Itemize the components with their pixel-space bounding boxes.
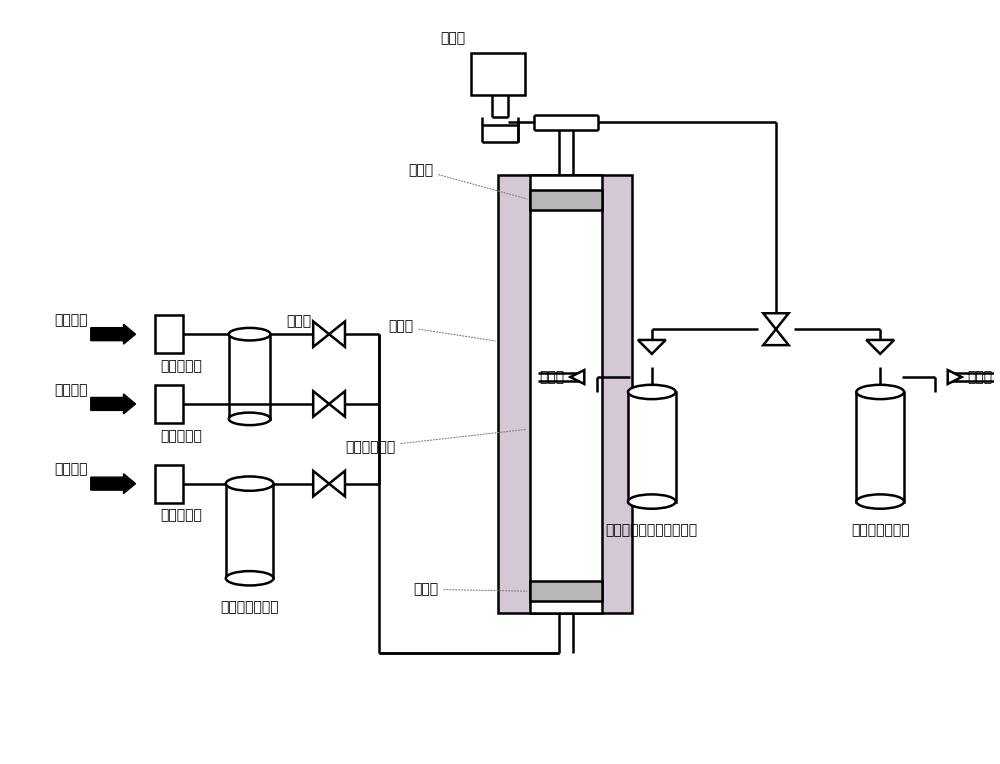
Text: 真空泵: 真空泵 <box>539 370 564 384</box>
Polygon shape <box>313 471 329 497</box>
Text: 质量流量计: 质量流量计 <box>160 429 202 443</box>
Polygon shape <box>638 340 666 354</box>
Text: 还原剂: 还原剂 <box>287 314 312 329</box>
Ellipse shape <box>229 413 270 425</box>
Text: 惰性载气: 惰性载气 <box>54 463 88 477</box>
Text: 曝气头: 曝气头 <box>413 582 527 596</box>
Polygon shape <box>329 322 345 347</box>
Bar <box>471 53 525 95</box>
Bar <box>226 484 273 578</box>
Text: 流化床反应器: 流化床反应器 <box>345 429 527 454</box>
Bar <box>155 316 183 353</box>
Bar <box>530 189 602 209</box>
Text: 加热炉: 加热炉 <box>388 319 495 341</box>
FancyArrow shape <box>91 394 136 414</box>
Ellipse shape <box>226 477 273 490</box>
Ellipse shape <box>229 328 270 341</box>
Text: 惰性载气: 惰性载气 <box>54 313 88 327</box>
Ellipse shape <box>628 494 676 509</box>
Polygon shape <box>763 313 789 329</box>
Text: 质量流量计: 质量流量计 <box>160 359 202 373</box>
Text: 金属有机化合物: 金属有机化合物 <box>220 601 279 614</box>
Bar <box>155 385 183 422</box>
Ellipse shape <box>856 494 904 509</box>
Bar <box>155 465 183 503</box>
Bar <box>530 175 602 613</box>
Text: 过滤网: 过滤网 <box>408 163 527 199</box>
Bar <box>856 392 904 501</box>
Text: 真空泵: 真空泵 <box>968 370 993 384</box>
Polygon shape <box>313 391 329 416</box>
Polygon shape <box>313 322 329 347</box>
Text: 回收还原剂冷阱: 回收还原剂冷阱 <box>851 523 910 538</box>
FancyArrow shape <box>91 474 136 494</box>
Text: 惰性载气: 惰性载气 <box>54 383 88 397</box>
Ellipse shape <box>226 571 273 585</box>
Text: 压力表: 压力表 <box>441 31 466 45</box>
FancyArrow shape <box>91 324 136 344</box>
Bar <box>530 581 602 601</box>
Polygon shape <box>866 340 894 354</box>
Polygon shape <box>329 391 345 416</box>
Text: 质量流量计: 质量流量计 <box>160 509 202 523</box>
Polygon shape <box>329 471 345 497</box>
Ellipse shape <box>628 385 676 399</box>
Text: 回收金属有机化合物冷阱: 回收金属有机化合物冷阱 <box>606 523 698 538</box>
Polygon shape <box>570 370 584 384</box>
Polygon shape <box>948 370 962 384</box>
Bar <box>229 334 270 419</box>
Bar <box>628 392 676 501</box>
Ellipse shape <box>856 385 904 399</box>
Polygon shape <box>763 329 789 345</box>
Bar <box>498 175 632 613</box>
